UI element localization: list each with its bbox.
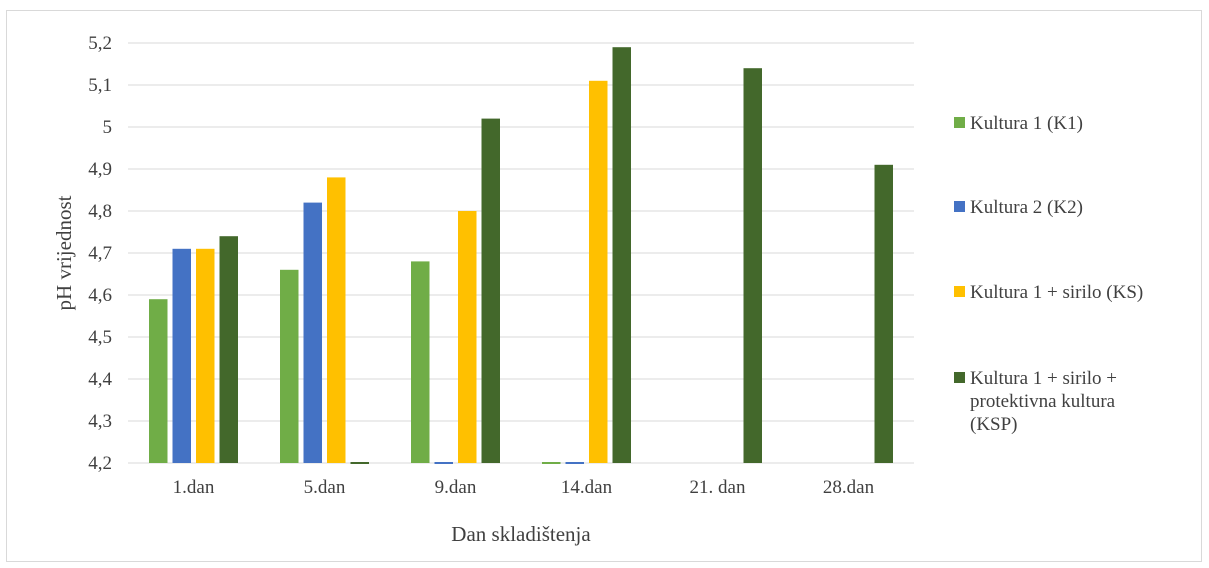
legend-label: Kultura 1 + sirilo +: [970, 368, 1117, 389]
bar: [411, 261, 430, 463]
y-tick-label: 5: [103, 117, 113, 138]
y-tick-label: 4,8: [88, 201, 112, 222]
legend-swatch: [954, 117, 965, 128]
bar: [196, 248, 215, 463]
y-tick-label: 4,9: [88, 159, 112, 180]
legend-swatch: [954, 372, 965, 383]
bar: [303, 202, 322, 463]
bar: [172, 248, 191, 463]
bar: [874, 164, 893, 464]
bar: [434, 462, 453, 464]
bar: [542, 462, 561, 464]
bar: [149, 299, 168, 463]
bar: [219, 236, 238, 463]
legend-label: protektivna kultura: [970, 391, 1116, 412]
bar: [589, 80, 608, 464]
bar: [458, 211, 477, 463]
bar: [743, 68, 762, 463]
x-tick-label: 1.dan: [173, 477, 215, 498]
x-tick-label: 28.dan: [823, 477, 875, 498]
bar: [481, 118, 500, 463]
x-axis-title: Dan skladištenja: [451, 522, 591, 546]
legend-label: Kultura 1 (K1): [970, 113, 1083, 134]
bar: [612, 47, 631, 463]
y-tick-label: 4,3: [88, 411, 112, 432]
x-tick-label: 9.dan: [435, 477, 477, 498]
legend-label: (KSP): [970, 414, 1018, 435]
bar: [280, 269, 299, 463]
x-tick-label: 21. dan: [690, 477, 746, 498]
y-tick-label: 4,4: [88, 369, 112, 390]
legend-swatch: [954, 201, 965, 212]
legend-label: Kultura 2 (K2): [970, 197, 1083, 218]
x-tick-label: 14.dan: [561, 477, 613, 498]
legend-swatch: [954, 286, 965, 297]
bar: [327, 177, 346, 463]
bar: [350, 462, 369, 464]
y-tick-label: 5,2: [88, 33, 112, 54]
y-axis-title: pH vrijednost: [52, 195, 76, 310]
y-tick-label: 4,6: [88, 285, 112, 306]
legend-label: Kultura 1 + sirilo (KS): [970, 282, 1143, 303]
y-tick-label: 4,5: [88, 327, 112, 348]
bar: [565, 462, 584, 464]
y-tick-label: 4,2: [88, 453, 112, 474]
x-tick-label: 5.dan: [304, 477, 346, 498]
y-tick-label: 5,1: [88, 75, 112, 96]
y-tick-label: 4,7: [88, 243, 112, 264]
